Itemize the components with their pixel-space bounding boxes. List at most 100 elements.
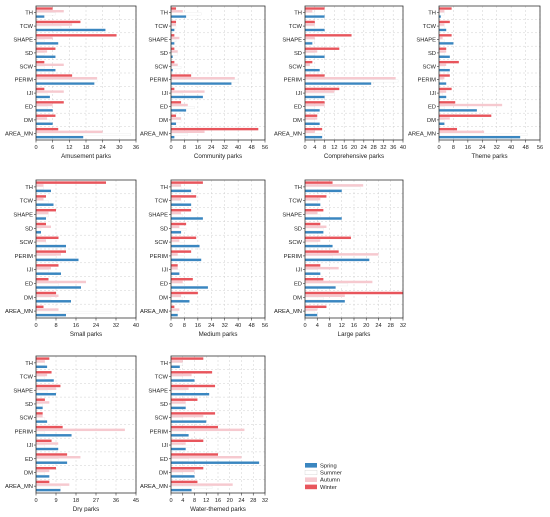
bar-spring: [171, 365, 180, 369]
bar-winter: [305, 291, 403, 295]
bar-spring: [171, 392, 210, 396]
panel-1: 0 8 16 24 32 40 48 56 TH TCW SHAPE SD SCW PERIM IJI ED D…: [140, 5, 268, 160]
bar-autumn: [305, 10, 313, 13]
y-category-label: SD: [160, 402, 168, 408]
bar-autumn: [36, 225, 51, 228]
bar-summer: [304, 228, 324, 231]
y-category-label: SCW: [422, 64, 436, 70]
bar-spring: [305, 15, 325, 18]
bar-summer: [170, 52, 178, 56]
bar-winter: [305, 20, 315, 24]
bar-winter: [305, 114, 318, 117]
plot-frame: [170, 179, 266, 319]
bar-spring: [305, 313, 318, 317]
bar-winter: [171, 305, 175, 309]
bar-autumn: [305, 280, 373, 284]
bar-spring: [171, 244, 200, 248]
x-tick-label: 0: [34, 323, 37, 329]
legend-swatch-autumn: [305, 477, 317, 482]
bar-autumn: [36, 280, 86, 284]
bar-summer: [35, 417, 46, 421]
legend-label: Summer: [320, 471, 342, 477]
bar-summer: [170, 297, 183, 300]
y-category-label: ED: [25, 105, 33, 111]
x-tick-label: 32: [494, 145, 500, 151]
bar-autumn: [171, 225, 180, 228]
bar-spring: [305, 55, 325, 58]
bar-spring: [36, 203, 54, 206]
x-tick-label: 24: [238, 498, 244, 504]
x-tick-label: 48: [522, 145, 528, 151]
bar-autumn: [171, 197, 182, 201]
bar-spring: [305, 258, 370, 262]
panel-7: 0 9 18 27 36 45 TH TCW SHAPE SD SCW PERIM IJI ED DM ARE…: [5, 355, 139, 513]
bar-autumn: [439, 23, 445, 26]
bar-winter: [305, 181, 333, 184]
bar-summer: [304, 255, 333, 259]
bar-autumn: [36, 103, 53, 107]
x-tick-label: 0: [169, 498, 172, 504]
bar-spring: [305, 300, 345, 303]
x-tick-label: 28: [250, 498, 256, 504]
bar-spring: [305, 42, 313, 45]
legend-label: Spring: [320, 463, 337, 469]
bar-autumn: [171, 36, 180, 40]
bar-summer: [304, 269, 318, 273]
bar-spring: [36, 313, 66, 317]
bar-winter: [36, 250, 66, 253]
bar-autumn: [305, 239, 321, 242]
bar-spring: [171, 28, 175, 32]
bar-autumn: [171, 184, 182, 187]
bar-winter: [36, 60, 45, 64]
bar-winter: [36, 208, 56, 212]
bar-summer: [35, 255, 57, 259]
x-tick-label: 12: [203, 498, 209, 504]
bar-autumn: [439, 130, 485, 133]
y-category-label: IJI: [162, 443, 169, 449]
bar-summer: [438, 12, 445, 16]
bar-summer: [304, 92, 335, 96]
bar-winter: [36, 236, 59, 240]
bar-summer: [35, 283, 59, 287]
panel-3: 0 8 16 24 32 40 48 56 TH TCW SHAPE SD SCW PERIM IJI ED D…: [408, 5, 543, 160]
bar-autumn: [305, 90, 335, 93]
bar-winter: [36, 305, 44, 309]
y-category-label: TH: [160, 11, 168, 17]
bar-autumn: [171, 130, 205, 133]
bar-autumn: [36, 360, 45, 363]
bar-winter: [439, 114, 492, 117]
y-category-label: DM: [24, 295, 33, 301]
bar-winter: [171, 264, 178, 267]
panel-title: Community parks: [194, 153, 242, 160]
y-category-label: IJI: [27, 268, 34, 274]
bar-summer: [304, 214, 321, 218]
bar-winter: [36, 34, 117, 37]
y-category-label: SHAPE: [148, 388, 168, 394]
bar-summer: [170, 241, 185, 245]
bar-spring: [439, 55, 450, 58]
bar-summer: [438, 25, 445, 29]
bar-spring: [171, 272, 180, 275]
bar-spring: [171, 15, 187, 18]
bar-spring: [36, 189, 51, 193]
bar-summer: [35, 362, 46, 366]
bar-winter: [305, 305, 327, 309]
y-category-label: TH: [25, 11, 33, 17]
y-category-label: TH: [294, 185, 302, 191]
bar-spring: [36, 475, 50, 478]
bar-winter: [305, 222, 321, 226]
bar-spring: [171, 313, 178, 317]
bar-autumn: [305, 225, 327, 228]
y-category-label: SHAPE: [13, 213, 33, 219]
bar-spring: [171, 447, 186, 451]
bar-spring: [305, 68, 320, 72]
x-tick-label: 40: [235, 323, 241, 329]
bar-autumn: [305, 266, 339, 270]
y-category-label: SCW: [19, 64, 33, 70]
bar-spring: [171, 406, 186, 410]
bar-spring: [305, 189, 342, 193]
bar-winter: [171, 412, 216, 415]
bar-autumn: [439, 50, 447, 53]
bar-spring: [171, 488, 192, 492]
